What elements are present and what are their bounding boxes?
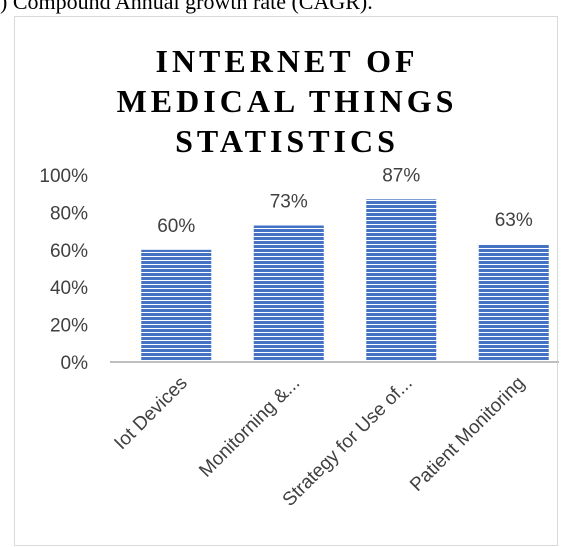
chart-title-line-3: STATISTICS <box>175 123 399 159</box>
y-tick-label: 40% <box>50 278 88 299</box>
bar <box>253 225 324 362</box>
chart-frame: INTERNET OF MEDICAL THINGS STATISTICS 0%… <box>14 16 559 546</box>
x-category-label: Monitorning &... <box>195 373 304 482</box>
chart-title-line-2: MEDICAL THINGS <box>116 83 458 119</box>
caption-text: ) Compound Annual growth rate (CAGR). <box>0 0 373 14</box>
y-tick-label: 60% <box>50 241 88 262</box>
data-label: 73% <box>270 191 308 212</box>
x-category-label: Strategy for Use of... <box>279 373 417 511</box>
y-tick-label: 80% <box>50 203 88 224</box>
data-label: 63% <box>495 210 533 231</box>
chart-title: INTERNET OF MEDICAL THINGS STATISTICS <box>15 41 559 161</box>
bar-chart-plot: 0% 20% 40% 60% 80% 100% 60% Iot Devices 73% Monit… <box>39 165 559 511</box>
y-tick-label: 20% <box>50 316 88 337</box>
x-category-label: Patient Monitoring <box>406 373 529 496</box>
x-category-label: Iot Devices <box>110 373 191 454</box>
bar <box>141 249 212 362</box>
y-tick-label: 100% <box>39 166 88 187</box>
chart-title-line-1: INTERNET OF <box>155 43 419 79</box>
bar <box>478 244 549 362</box>
y-tick-label: 0% <box>61 353 89 374</box>
data-label: 60% <box>157 216 195 237</box>
bar <box>366 199 437 362</box>
data-label: 87% <box>382 165 420 186</box>
